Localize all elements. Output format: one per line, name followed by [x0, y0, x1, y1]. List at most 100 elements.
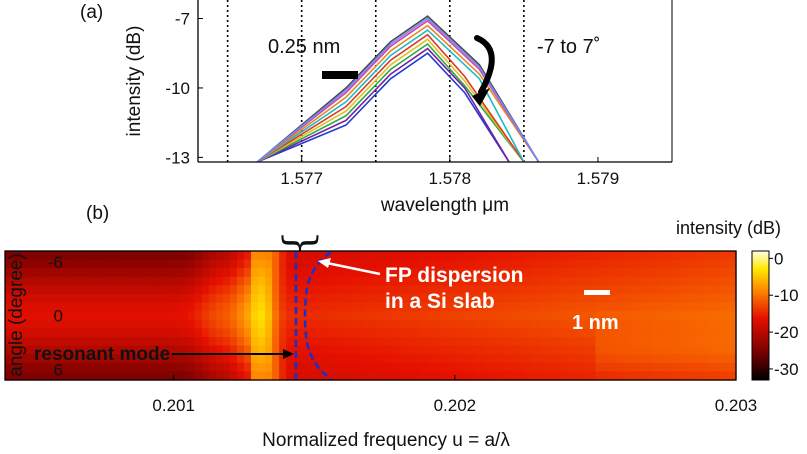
- heatmap-cell: [511, 354, 519, 364]
- heatmap-cell: [166, 259, 175, 269]
- heatmap-cell: [581, 259, 589, 269]
- heatmap-cell: [714, 354, 723, 364]
- heatmap-cell: [546, 302, 554, 312]
- heatmap-cell: [370, 294, 379, 304]
- heatmap-cell: [145, 345, 154, 355]
- heatmap-cell: [454, 319, 463, 329]
- heatmap-cell: [300, 294, 308, 304]
- heatmap-cell: [679, 259, 688, 269]
- heatmap-cell: [728, 328, 737, 338]
- heatmap-cell: [504, 345, 512, 355]
- heatmap-cell: [454, 328, 463, 338]
- heatmap-cell: [201, 345, 210, 355]
- heatmap-cell: [356, 362, 365, 372]
- heatmap-cell: [201, 371, 210, 381]
- heatmap-cell: [721, 276, 730, 286]
- heatmap-cell: [377, 371, 386, 381]
- heatmap-cell: [546, 345, 554, 355]
- heatmap-cell: [96, 319, 104, 329]
- heatmap-cell: [363, 362, 372, 372]
- heatmap-cell: [426, 328, 435, 338]
- brace-icon: {: [276, 230, 322, 255]
- heatmap-cell: [272, 294, 280, 304]
- heatmap-cell: [553, 337, 561, 347]
- heatmap-cell: [419, 259, 428, 269]
- heatmap-cell: [377, 319, 386, 329]
- heatmap-cell: [644, 302, 653, 312]
- heatmap-cell: [728, 268, 737, 278]
- heatmap-cell: [342, 259, 351, 269]
- heatmap-cell: [518, 302, 526, 312]
- heatmap-cell: [68, 311, 76, 321]
- heatmap-cell: [616, 328, 625, 338]
- heatmap-cell: [40, 337, 48, 347]
- heatmap-cell: [672, 319, 681, 329]
- heatmap-cell: [152, 319, 161, 329]
- heatmap-cell: [75, 371, 83, 381]
- heatmap-cell: [159, 251, 168, 261]
- heatmap-cell: [236, 302, 245, 312]
- heatmap-cell: [384, 268, 393, 278]
- heatmap-cell: [12, 371, 20, 381]
- heatmap-cell: [236, 268, 245, 278]
- heatmap-cell: [342, 276, 351, 286]
- heatmap-cell: [658, 276, 667, 286]
- heatmap-cell: [307, 302, 315, 312]
- heatmap-cell: [637, 371, 646, 381]
- heatmap-cell: [187, 302, 196, 312]
- heatmap-cell: [307, 362, 315, 372]
- heatmap-cell: [475, 294, 484, 304]
- heatmap-cell: [651, 268, 660, 278]
- heatmap-cell: [82, 371, 90, 381]
- heatmap-cell: [384, 371, 393, 381]
- heatmap-cell: [307, 319, 315, 329]
- heatmap-cell: [391, 294, 400, 304]
- heatmap-cell: [398, 251, 407, 261]
- heatmap-cell: [75, 294, 83, 304]
- heatmap-cell: [391, 319, 400, 329]
- heatmap-cell: [644, 354, 653, 364]
- heatmap-cell: [714, 285, 723, 295]
- heatmap-cell: [194, 302, 203, 312]
- heatmap-cell: [504, 337, 512, 347]
- heatmap-cell: [447, 345, 456, 355]
- heatmap-cell: [166, 371, 175, 381]
- heatmap-cell: [152, 285, 161, 295]
- heatmap-cell: [279, 337, 287, 347]
- heatmap-cell: [532, 294, 540, 304]
- heatmap-cell: [574, 345, 582, 355]
- heatmap-cell: [461, 276, 470, 286]
- heatmap-cell: [461, 302, 470, 312]
- heatmap-cell: [61, 362, 69, 372]
- heatmap-cell: [243, 337, 252, 347]
- heatmap-cell: [370, 285, 379, 295]
- heatmap-cell: [265, 311, 273, 321]
- heatmap-cell: [152, 371, 161, 381]
- heatmap-cell: [173, 285, 182, 295]
- heatmap-cell: [222, 294, 231, 304]
- heatmap-cell: [532, 276, 540, 286]
- heatmap-cell: [700, 371, 709, 381]
- heatmap-cell: [82, 362, 90, 372]
- heatmap-cell: [363, 285, 372, 295]
- heatmap-cell: [651, 319, 660, 329]
- heatmap-cell: [679, 285, 688, 295]
- heatmap-cell: [553, 285, 561, 295]
- heatmap-cell: [321, 345, 329, 355]
- heatmap-cell: [567, 371, 575, 381]
- heatmap-cell: [236, 328, 245, 338]
- heatmap-cell: [616, 302, 625, 312]
- heatmap-cell: [525, 362, 533, 372]
- heatmap-cell: [180, 294, 189, 304]
- heatmap-cell: [644, 268, 653, 278]
- heatmap-cell: [47, 319, 55, 329]
- heatmap-cell: [349, 285, 358, 295]
- heatmap-cell: [293, 311, 301, 321]
- heatmap-cell: [307, 354, 315, 364]
- heatmap-cell: [489, 328, 498, 338]
- heatmap-cell: [672, 302, 681, 312]
- heatmap-cell: [145, 276, 154, 286]
- heatmap-cell: [574, 268, 582, 278]
- heatmap-cell: [265, 259, 273, 269]
- heatmap-cell: [47, 354, 55, 364]
